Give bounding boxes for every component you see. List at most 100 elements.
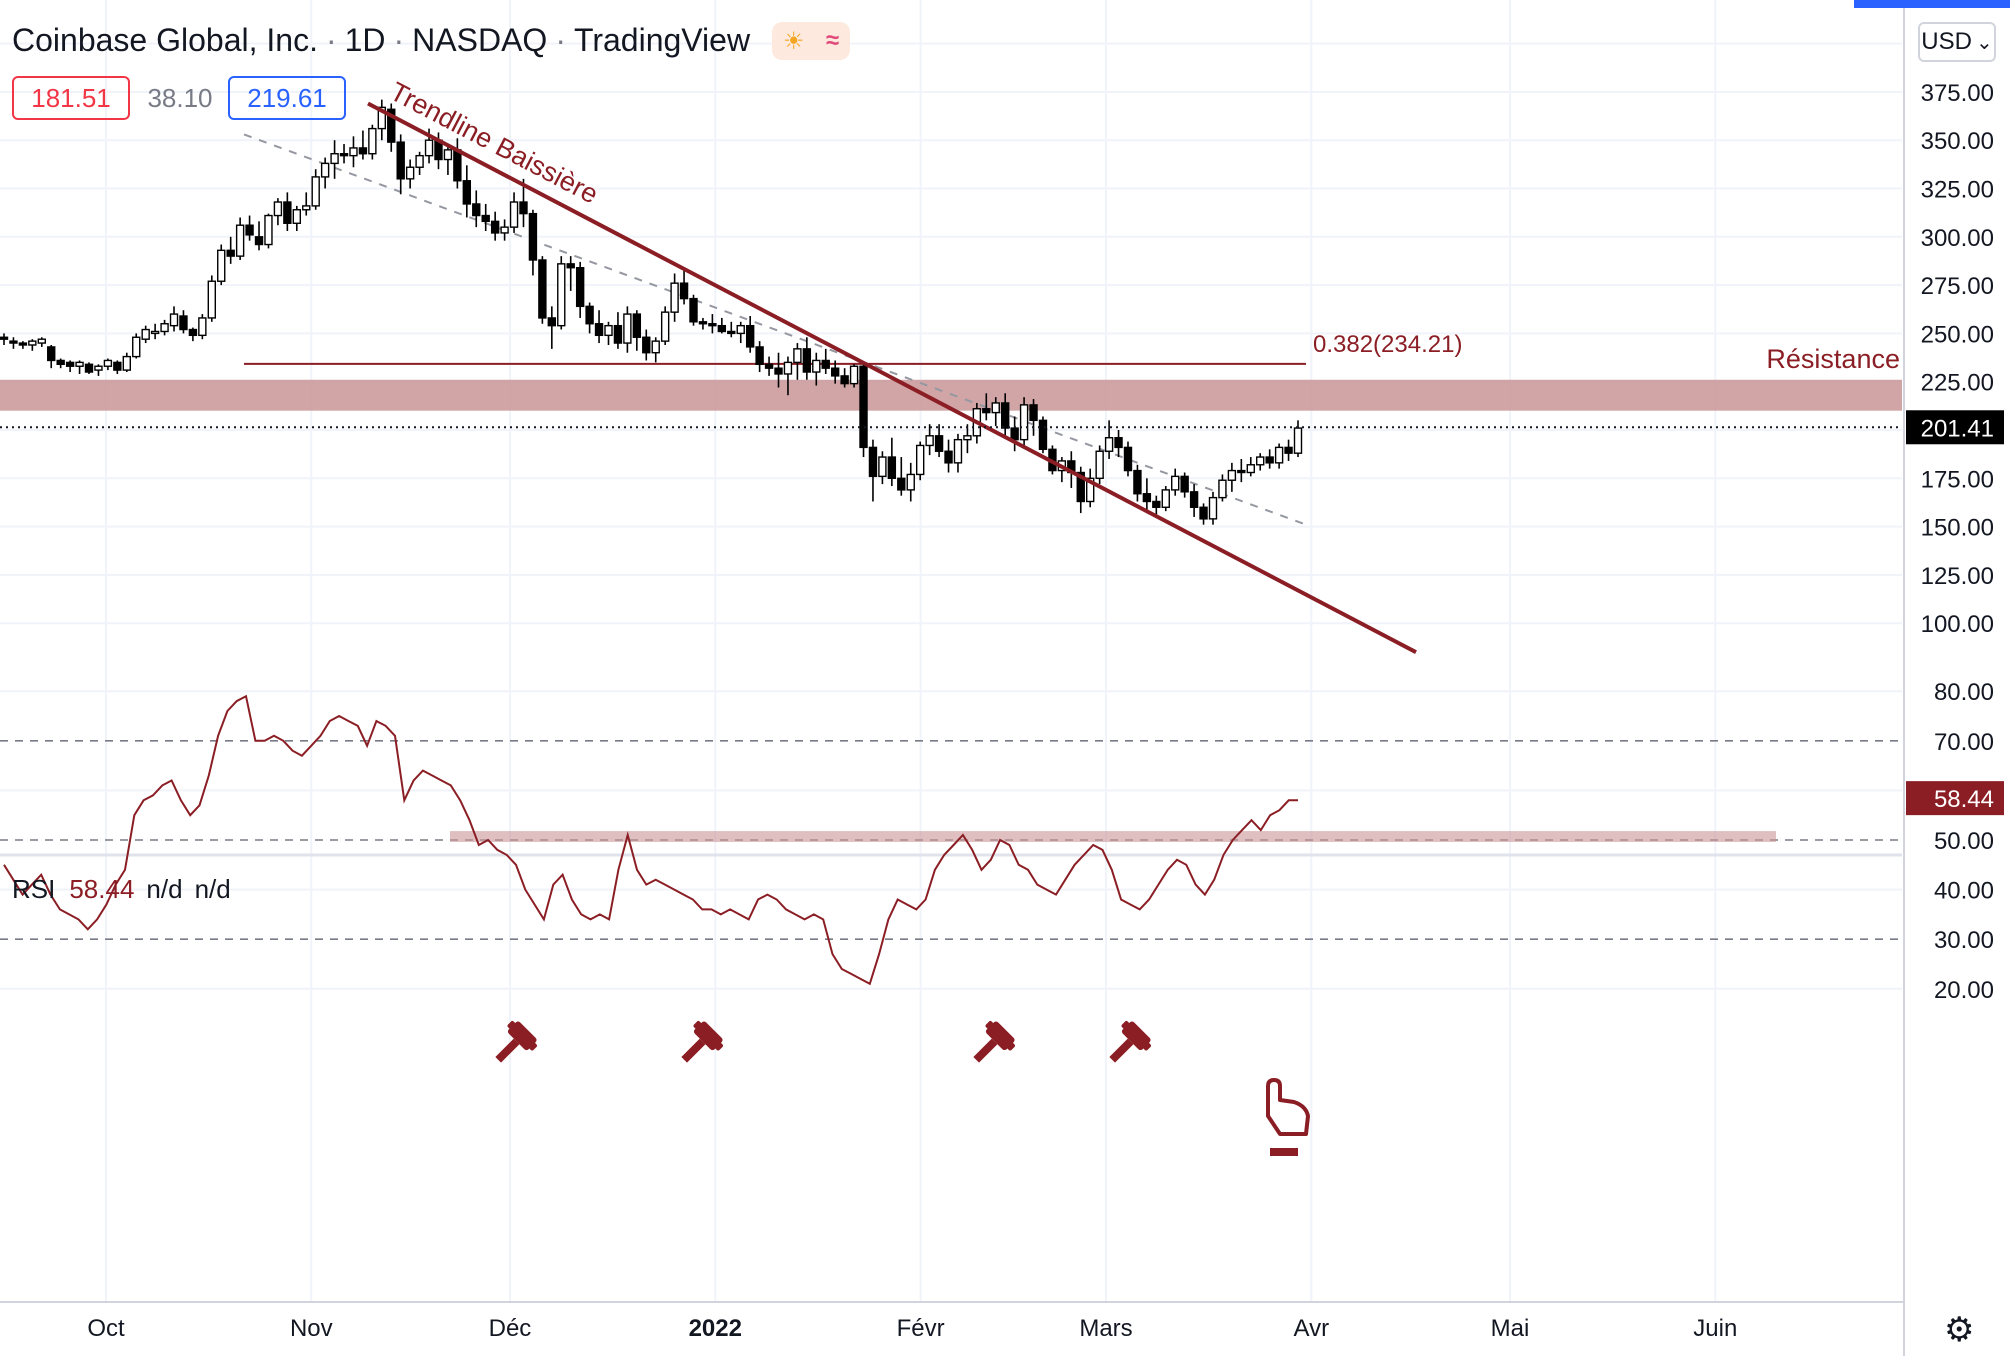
interval-label[interactable]: 1D — [344, 22, 386, 58]
price-tick-label: 325.00 — [1921, 177, 1994, 204]
candle — [1029, 399, 1038, 436]
price-tick-label: 275.00 — [1921, 273, 1994, 300]
candle — [1256, 453, 1265, 471]
candle — [1218, 474, 1227, 502]
rsi-na-2: n/d — [194, 874, 231, 904]
candle — [1010, 416, 1019, 452]
gear-icon[interactable]: ⚙ — [1944, 1311, 1975, 1349]
price-axis[interactable]: 400.00375.00350.00325.00300.00275.00250.… — [1906, 32, 2004, 1004]
spread-value: 38.10 — [147, 82, 213, 113]
candle — [1095, 445, 1104, 485]
candle — [1284, 439, 1293, 461]
candle — [141, 325, 150, 344]
candle — [273, 198, 283, 226]
rsi-na-1: n/d — [146, 874, 183, 904]
candle — [991, 397, 1000, 427]
time-tick-label: Mai — [1491, 1315, 1530, 1342]
price-tick-label: 375.00 — [1921, 80, 1994, 107]
time-tick-label: Oct — [87, 1315, 125, 1342]
candle — [717, 317, 727, 334]
price-tick-label: 150.00 — [1921, 515, 1994, 542]
candle — [320, 157, 330, 189]
rsi-line — [3, 694, 1298, 986]
time-tick-label: 2022 — [689, 1315, 742, 1342]
rsi-legend[interactable]: RSI 58.44 n/d n/d — [12, 874, 231, 905]
candle — [660, 306, 670, 345]
time-tick-label: Déc — [489, 1315, 532, 1342]
candle — [443, 144, 453, 175]
candle — [755, 341, 764, 373]
candle — [462, 165, 472, 218]
candle — [642, 329, 651, 361]
candle — [47, 344, 56, 369]
candle — [812, 352, 821, 386]
ask-price-badge[interactable]: 219.61 — [228, 76, 346, 120]
candle — [698, 317, 708, 330]
candle — [405, 159, 415, 189]
price-tick-label: 250.00 — [1921, 321, 1994, 348]
time-axis[interactable]: Oct Nov Déc 2022 Févr Mars Avr Mai Juin — [87, 1315, 1737, 1342]
candle — [150, 323, 160, 340]
candle — [613, 312, 623, 349]
candle — [859, 362, 868, 458]
candle — [925, 424, 934, 456]
price-tick-label: 125.00 — [1921, 563, 1994, 590]
candle — [37, 337, 46, 347]
candle — [830, 360, 840, 384]
candle — [0, 333, 9, 345]
candle — [934, 424, 944, 458]
candle — [75, 360, 84, 374]
rsi-value-label: 58.44 — [1934, 786, 1994, 813]
candle — [330, 140, 339, 179]
candle — [557, 256, 566, 330]
candle — [302, 192, 311, 216]
candle — [311, 169, 320, 210]
candle — [944, 439, 953, 473]
trendline-label: Trendline Baissière — [385, 76, 603, 209]
candle — [679, 269, 689, 305]
resistance-label: Résistance — [1766, 344, 1900, 374]
price-tick-label: 175.00 — [1921, 466, 1994, 493]
candle — [415, 151, 424, 175]
rsi-tick-label: 50.00 — [1934, 828, 1994, 855]
candle — [349, 136, 358, 168]
candle — [821, 348, 830, 374]
price-tick-label: 300.00 — [1921, 225, 1994, 252]
symbol-name[interactable]: Coinbase Global, Inc. — [12, 22, 318, 58]
candle — [1265, 449, 1274, 469]
candle — [188, 327, 198, 342]
time-tick-label: Mars — [1079, 1315, 1132, 1342]
candle — [1227, 462, 1237, 492]
gavel-icon — [681, 1021, 723, 1063]
candle — [292, 205, 302, 232]
symbol-header[interactable]: Coinbase Global, Inc. · 1D · NASDAQ · TradingV… — [12, 22, 750, 59]
wave-icon: ≈ — [826, 27, 840, 54]
candles-layer — [0, 99, 1303, 525]
candle — [1000, 393, 1010, 436]
candle — [339, 144, 349, 164]
candle — [56, 358, 65, 369]
candle — [254, 221, 264, 251]
separator-dot: · — [325, 22, 337, 58]
candle — [235, 217, 245, 260]
time-tick-label: Juin — [1693, 1315, 1737, 1342]
currency-selector[interactable]: USD ⌄ — [1918, 22, 1996, 62]
candle — [887, 437, 897, 487]
candle — [915, 441, 925, 481]
time-tick-label: Avr — [1294, 1315, 1330, 1342]
candle — [774, 352, 783, 388]
candle — [113, 360, 122, 374]
candle — [1019, 397, 1029, 446]
candle — [604, 321, 613, 345]
candle — [566, 256, 575, 291]
bid-price-badge[interactable]: 181.51 — [12, 76, 130, 120]
candle — [509, 192, 519, 233]
chevron-down-icon: ⌄ — [1975, 31, 1993, 54]
candle — [1208, 491, 1218, 525]
candle — [245, 215, 254, 241]
market-status-badge[interactable]: ☀ ≈ — [772, 22, 850, 60]
rsi-name: RSI — [12, 874, 56, 904]
candle — [396, 134, 405, 195]
fib-level-label: 0.382(234.21) — [1313, 331, 1462, 358]
